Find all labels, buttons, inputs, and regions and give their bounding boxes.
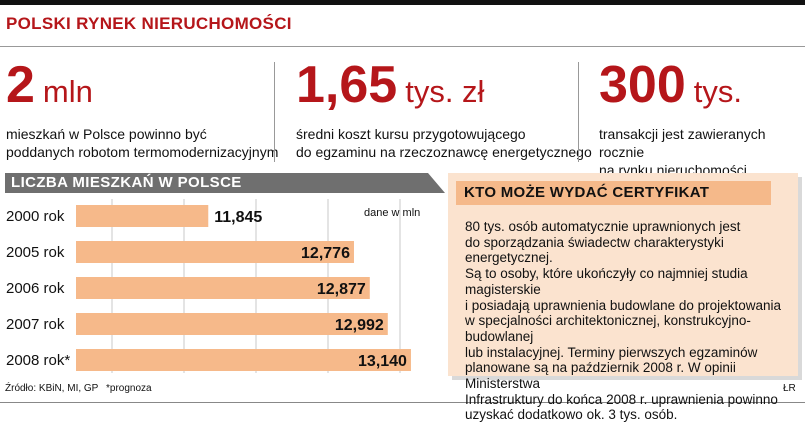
category-label: 2005 rok [6,244,65,261]
page-title: POLSKI RYNEK NIERUCHOMOŚCI [6,14,292,33]
info-box-line: w specjalności architektonicznej, konstr… [465,313,751,344]
top-rule [0,0,805,5]
author-credit: ŁR [783,383,796,394]
stat-course-cost: 1,65 tys. zł średni koszt kursu przygotow… [296,58,592,161]
bar [76,277,370,299]
info-box-line: Infrastruktury do końca 2008 r. uprawnie… [465,391,778,407]
category-label: 2008 rok* [6,352,70,369]
title-divider [0,46,805,47]
info-box-line: planowane są na październik 2008 r. W op… [465,360,736,392]
bar-chart: 2000 rok 11,845 2005 rok 12,776 2006 rok 12,8… [6,199,411,373]
stat-transactions: 300 tys. transakcji jest zawieranych rocz… [599,58,805,179]
bar [76,205,209,227]
stat-divider [578,62,579,162]
stat-desc-line: średni koszt kursu przygotowującego [296,126,526,142]
chart-title: LICZBA MIESZKAŃ W POLSCE [11,174,242,191]
stat-divider [274,62,275,162]
category-label: 2007 rok [6,316,65,333]
stat-desc-line: do egzaminu na rzeczoznawcę energetyczne… [296,144,592,160]
info-box-header: KTO MOŻE WYDAĆ CERTYFIKAT [456,181,771,205]
stat-apartments: 2 mln mieszkań w Polsce powinno być podda… [6,58,278,161]
bar [76,241,354,263]
info-box-text: 80 tys. osób automatycznie uprawnionych … [465,219,791,423]
stat-desc-line: poddanych robotom termomodernizacyjnym [6,144,279,160]
bar [76,313,388,335]
info-box-line: Są to osoby, które ukończyły co najmniej… [465,266,748,297]
category-label: 2006 rok [6,280,65,297]
bottom-rule [0,402,805,403]
value-label: 12,877 [317,281,366,298]
chart-title-bar: LICZBA MIESZKAŃ W POLSCE [5,173,445,193]
stat-unit: tys. [693,74,742,109]
bar [76,349,411,371]
source-note: Źródło: KBiN, MI, GP [5,383,99,394]
stat-value: 300 [599,56,686,114]
stat-desc-line: transakcji jest zawieranych rocznie [599,126,766,160]
value-label: 11,845 [214,209,262,226]
info-box-line: uzyskać dodatkowo ok. 3 tys. osób. [465,407,678,423]
info-box: KTO MOŻE WYDAĆ CERTYFIKAT 80 tys. osób a… [448,173,802,422]
chart-title-shade [428,173,445,193]
info-box-line: 80 tys. osób automatycznie uprawnionych … [465,219,741,234]
info-box-title: KTO MOŻE WYDAĆ CERTYFIKAT [464,184,710,201]
info-box-line: do sporządzania świadectw charakterystyk… [465,234,724,266]
stat-unit: tys. zł [405,74,485,109]
category-label: 2000 rok [6,208,65,225]
value-label: 12,776 [301,245,350,262]
stat-value: 1,65 [296,56,398,114]
stat-unit: mln [42,74,93,109]
value-label: 13,140 [358,353,407,370]
info-box-line: lub instalacyjnej. Terminy pierwszych eg… [465,344,758,360]
stat-desc-line: mieszkań w Polsce powinno być [6,126,207,142]
unit-note: dane w mln [364,207,421,219]
forecast-note: *prognoza [106,383,152,394]
stat-value: 2 [6,56,35,114]
value-label: 12,992 [335,317,384,334]
info-box-line: i posiadają uprawnienia budowlane do pro… [465,297,781,313]
